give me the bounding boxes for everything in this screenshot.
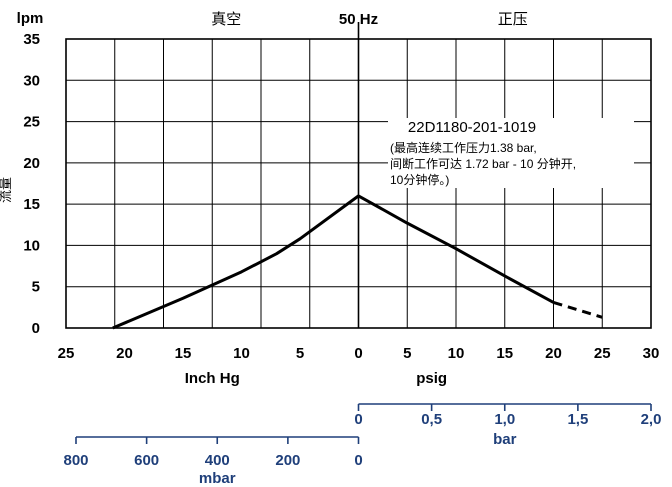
y-tick-label: 15 [23, 196, 40, 213]
annotation-line: 间断工作可达 1.72 bar - 10 分钟开, [390, 156, 576, 171]
vacuum-region-label: 真空 [211, 10, 241, 28]
y-tick-label: 0 [32, 320, 40, 337]
mbar-tick-label: 0 [354, 452, 362, 469]
x-tick-label-psig: 20 [545, 345, 562, 362]
bar-tick-label: 2,0 [641, 411, 662, 428]
x-tick-label-inhg: 20 [116, 345, 133, 362]
bar-axis-label: bar [493, 431, 517, 448]
x-tick-label-inhg: 25 [58, 345, 75, 362]
bar-tick-label: 0 [354, 411, 362, 428]
x-tick-label-inhg: 10 [233, 345, 250, 362]
x-tick-label-inhg: 15 [175, 345, 192, 362]
bar-tick-label: 0,5 [421, 411, 442, 428]
x-tick-label-psig: 30 [643, 345, 660, 362]
mbar-tick-label: 800 [63, 452, 88, 469]
x-axis-label-psig: psig [416, 370, 447, 387]
mbar-axis-label: mbar [199, 470, 236, 487]
y-tick-label: 30 [23, 72, 40, 89]
y-tick-label: 5 [32, 279, 40, 296]
chart-title: 50 Hz [339, 11, 378, 28]
x-tick-label-inhg: 0 [354, 345, 362, 362]
x-tick-label-psig: 25 [594, 345, 611, 362]
y-unit-label: lpm [17, 10, 44, 27]
mbar-tick-label: 400 [205, 452, 230, 469]
mbar-tick-label: 200 [275, 452, 300, 469]
x-tick-label-psig: 15 [496, 345, 513, 362]
mbar-tick-label: 600 [134, 452, 159, 469]
series-line-dashed [553, 300, 603, 319]
y-tick-label: 20 [23, 155, 40, 172]
y-tick-label: 35 [23, 31, 40, 48]
annotation-background [388, 118, 634, 188]
series-line-solid [112, 194, 555, 330]
x-tick-label-inhg: 5 [296, 345, 304, 362]
y-axis-label: 流量 [0, 177, 13, 203]
x-axis-label-inhg: Inch Hg [185, 370, 240, 387]
bar-tick-label: 1,5 [567, 411, 588, 428]
annotation-line: 10分钟停。) [390, 172, 449, 187]
pressure-region-label: 正压 [498, 11, 528, 28]
y-tick-label: 10 [23, 237, 40, 254]
x-tick-label-psig: 5 [403, 345, 411, 362]
x-tick-label-psig: 10 [448, 345, 465, 362]
annotation-line: (最高连续工作压力1.38 bar, [390, 140, 537, 155]
bar-tick-label: 1,0 [494, 411, 515, 428]
annotation-model: 22D1180-201-1019 [408, 119, 536, 136]
y-tick-label: 25 [23, 114, 40, 131]
